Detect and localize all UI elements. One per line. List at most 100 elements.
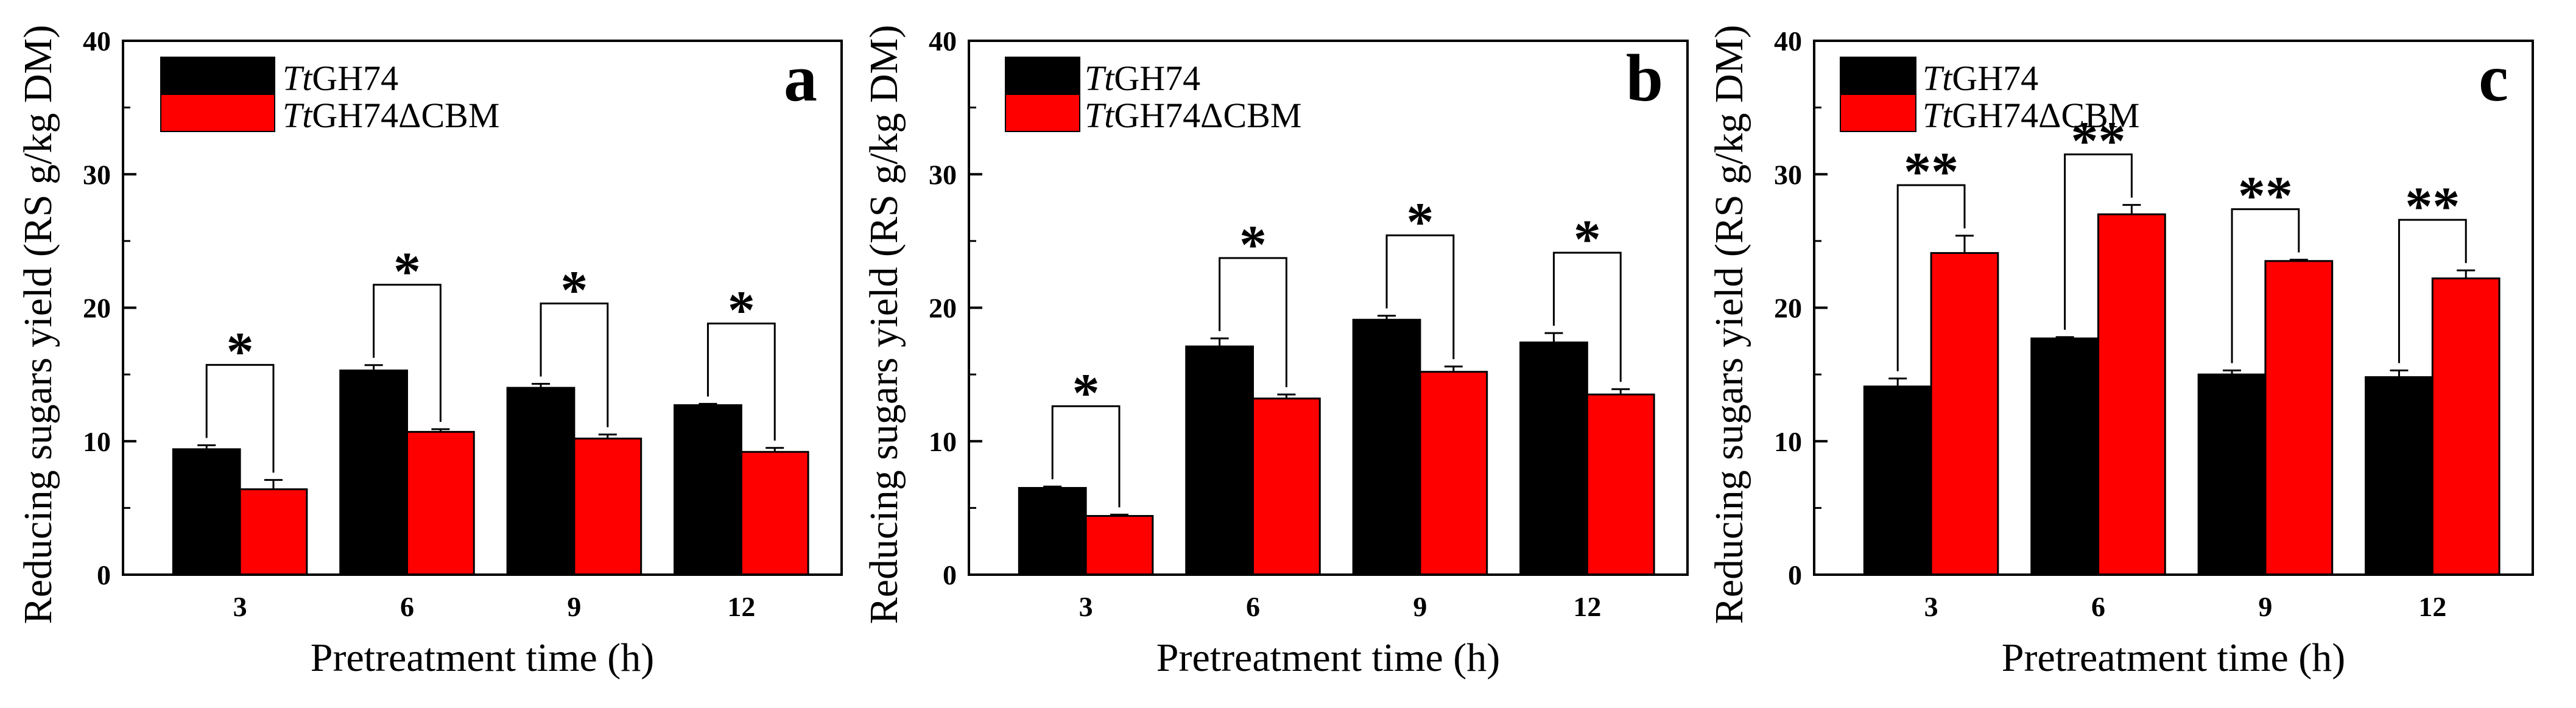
y-tick-label: 0: [97, 559, 111, 591]
y-axis-label: Reducing sugars yield (RS g/kg DM): [862, 25, 906, 624]
significance-bracket-6: [373, 284, 442, 422]
bar-ttgh74-9: [1352, 318, 1421, 576]
y-tick-label: 10: [1774, 426, 1802, 457]
y-tick-label: 10: [83, 426, 111, 457]
error-bar-ttgh74-cbm-9: [1444, 365, 1463, 372]
significance-bracket-12: [2398, 219, 2467, 363]
bar-ttgh74-9: [2197, 373, 2267, 576]
x-tick-label: 12: [1573, 591, 1601, 622]
error-bar-ttgh74-cbm-6: [2122, 204, 2141, 215]
y-tick-label: 10: [929, 426, 957, 457]
y-tick-label: 30: [929, 159, 957, 190]
bar-ttgh74-cbm-3: [1930, 252, 1999, 576]
error-bar-ttgh74-6: [1210, 337, 1229, 347]
x-tick-label: 9: [1413, 591, 1427, 622]
legend-label-ttgh74-cbm: TtGH74ΔCBM: [1923, 96, 2139, 135]
significance-bracket-3: [205, 363, 275, 473]
chart-panel-c: 0 10 20 30 40 3 6 9 12 Pretreatment time (h) Reduc…: [1707, 25, 2534, 680]
significance-label-6: **: [2071, 111, 2126, 172]
y-tick-label: 30: [1774, 159, 1802, 190]
significance-label-9: *: [1406, 192, 1434, 253]
bar-ttgh74-cbm-9: [573, 437, 642, 576]
bar-ttgh74-cbm-12: [2431, 277, 2500, 576]
error-bar-ttgh74-cbm-12: [765, 447, 784, 452]
panel-label: b: [1626, 41, 1663, 115]
error-bar-ttgh74-cbm-12: [2457, 269, 2476, 279]
bar-ttgh74-cbm-6: [1252, 398, 1321, 576]
y-tick-label: 20: [83, 293, 111, 324]
bar-ttgh74-3: [1863, 385, 1932, 576]
legend-swatch-ttgh74-cbm: [1005, 94, 1080, 132]
error-bar-ttgh74-9: [532, 382, 551, 388]
x-axis-label: Pretreatment time (h): [2002, 636, 2345, 680]
significance-bracket-6: [2064, 153, 2133, 330]
significance-label-3: **: [1904, 142, 1958, 202]
significance-bracket-9: [1385, 234, 1455, 359]
legend-swatch-ttgh74-cbm: [1840, 94, 1916, 132]
significance-label-6: *: [393, 242, 421, 302]
error-bar-ttgh74-12: [1544, 332, 1563, 343]
error-bar-ttgh74-cbm-9: [598, 433, 617, 439]
x-tick-label: 3: [233, 591, 247, 622]
x-axis-label: Pretreatment time (h): [1156, 636, 1500, 680]
significance-label-12: *: [1574, 209, 1601, 270]
legend-label-ttgh74-cbm: TtGH74ΔCBM: [1085, 96, 1301, 135]
x-tick-label: 6: [1246, 591, 1260, 622]
error-bar-ttgh74-12: [2390, 370, 2409, 377]
significance-bracket-3: [1896, 184, 1966, 371]
error-bar-ttgh74-6: [2055, 336, 2074, 338]
error-bar-ttgh74-cbm-9: [2289, 259, 2308, 261]
legend-swatch-ttgh74-cbm: [160, 94, 275, 132]
panel-label: c: [2479, 41, 2508, 115]
error-bar-ttgh74-6: [364, 364, 383, 371]
significance-bracket-9: [2231, 208, 2300, 363]
y-tick-label: 20: [929, 293, 957, 324]
significance-label-9: *: [560, 260, 588, 320]
x-tick-label: 12: [2418, 591, 2446, 622]
legend-swatch-ttgh74: [1005, 57, 1080, 95]
legend-label-ttgh74: TtGH74: [283, 58, 398, 98]
bar-ttgh74-cbm-12: [740, 450, 809, 576]
x-tick-label: 3: [1079, 591, 1093, 622]
error-bar-ttgh74-3: [1043, 485, 1062, 488]
bar-ttgh74-3: [1018, 486, 1087, 576]
chart-panel-b: 0 10 20 30 40 3 6 9 12 Pretreatment time (h) Reduc…: [862, 25, 1689, 680]
x-tick-label: 6: [2091, 591, 2105, 622]
bar-ttgh74-3: [172, 448, 241, 576]
chart-panel-a: 0 10 20 30 40 3 6 9 12 Pretreatment time (h) Reduc…: [16, 25, 843, 680]
bar-ttgh74-cbm-9: [1419, 371, 1488, 576]
x-tick-label: 12: [727, 591, 755, 622]
bar-ttgh74-12: [674, 404, 742, 576]
significance-bracket-3: [1051, 405, 1121, 508]
y-axis-label: Reducing sugars yield (RS g/kg DM): [1707, 25, 1751, 624]
y-tick-label: 40: [1774, 26, 1802, 57]
y-axis-label: Reducing sugars yield (RS g/kg DM): [16, 25, 60, 624]
error-bar-ttgh74-cbm-6: [1277, 393, 1296, 399]
error-bar-ttgh74-cbm-6: [431, 428, 450, 432]
error-bar-ttgh74-12: [699, 402, 717, 405]
y-tick-label: 20: [1774, 293, 1802, 324]
y-tick-label: 0: [1788, 559, 1802, 591]
bar-ttgh74-cbm-3: [239, 488, 308, 576]
bar-ttgh74-12: [1519, 342, 1588, 576]
bar-ttgh74-cbm-12: [1586, 393, 1655, 576]
bar-ttgh74-9: [506, 387, 575, 576]
significance-label-6: *: [1239, 215, 1267, 275]
legend-swatch-ttgh74: [160, 57, 275, 95]
bar-ttgh74-cbm-3: [1085, 515, 1154, 576]
x-tick-label: 3: [1924, 591, 1938, 622]
error-bar-ttgh74-cbm-12: [1611, 388, 1630, 395]
error-bar-ttgh74-9: [2223, 370, 2242, 375]
bar-ttgh74-cbm-9: [2264, 260, 2334, 576]
significance-label-12: **: [2405, 177, 2460, 237]
x-tick-label: 9: [2258, 591, 2272, 622]
legend-label-ttgh74-cbm: TtGH74ΔCBM: [283, 96, 499, 135]
significance-label-3: *: [227, 321, 254, 382]
bar-ttgh74-6: [339, 370, 409, 576]
error-bar-ttgh74-cbm-3: [264, 478, 283, 489]
y-tick-label: 0: [943, 559, 957, 591]
y-tick-label: 30: [83, 159, 111, 190]
legend-label-ttgh74: TtGH74: [1923, 58, 2038, 98]
legend-swatch-ttgh74: [1840, 57, 1916, 95]
